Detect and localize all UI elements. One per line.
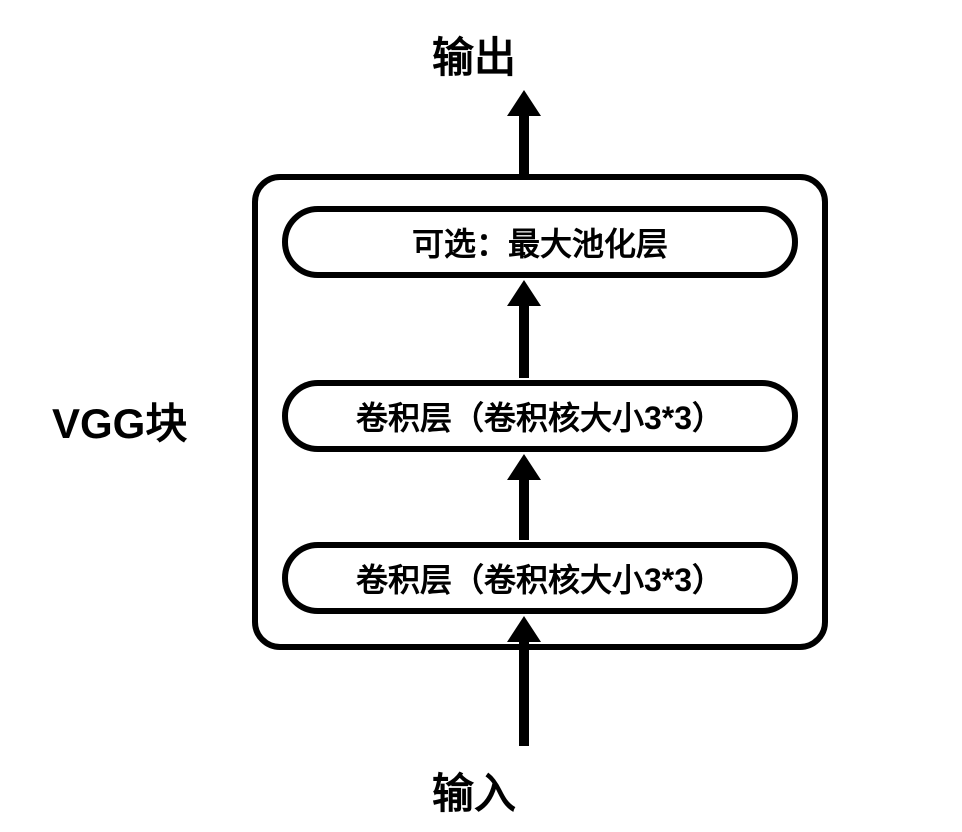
arrow-3 [505,280,543,378]
arrow-in [505,616,543,746]
block-side-label: VGG块 [52,390,187,451]
arrow-2 [505,454,543,540]
diagram-canvas: 输出 输入 VGG块 可选：最大池化层 卷积层（卷积核大小3*3） 卷积层（卷积… [0,0,962,832]
output-label: 输出 [432,24,516,85]
layer-pool: 可选：最大池化层 [282,206,798,278]
layer-conv2: 卷积层（卷积核大小3*3） [282,380,798,452]
layer-conv1: 卷积层（卷积核大小3*3） [282,542,798,614]
input-label: 输入 [432,760,516,821]
arrow-out [505,90,543,176]
